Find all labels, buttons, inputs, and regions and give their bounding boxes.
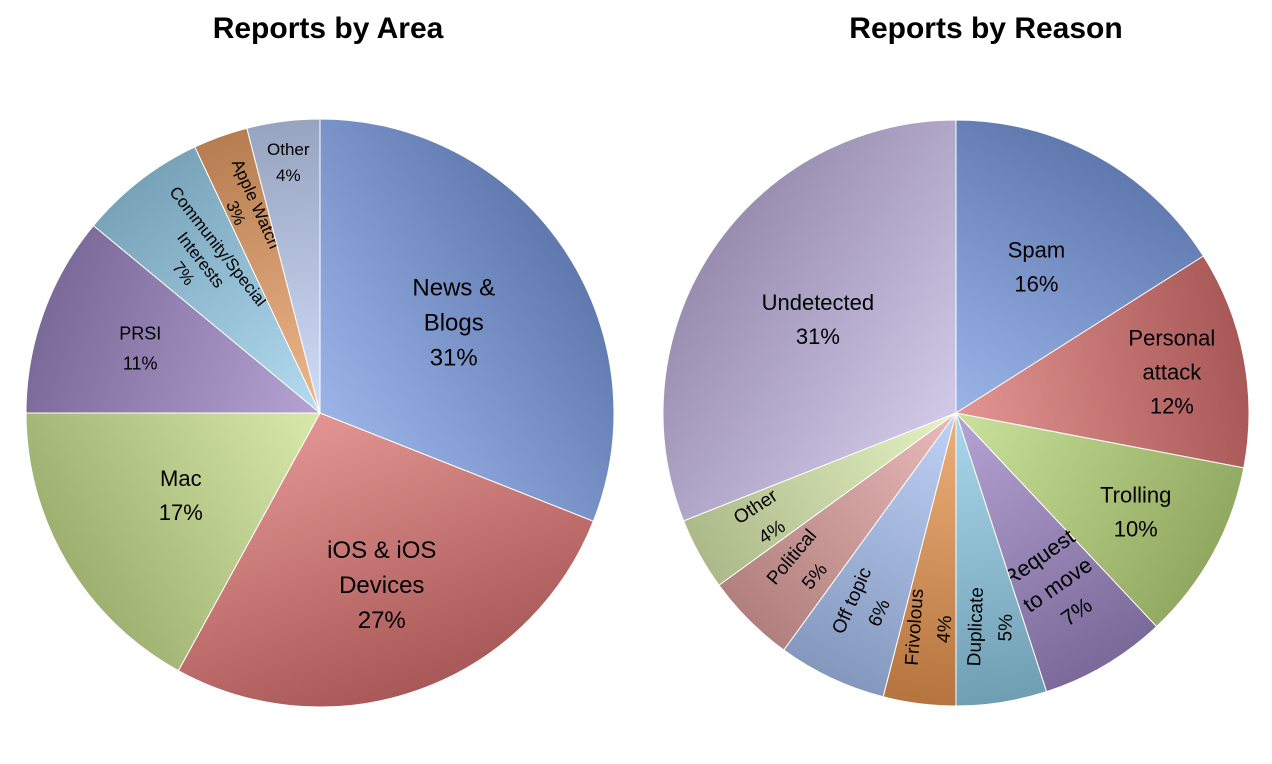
slice-label-news-blogs: News & Blogs 31%: [412, 275, 495, 372]
reason-chart-title: Reports by Reason: [849, 12, 1123, 45]
slice-label-line: 31%: [430, 345, 478, 372]
slice-label-line: iOS & iOS: [327, 537, 436, 564]
pie-slice-prsi: [25, 224, 322, 414]
slice-label-line: Mac: [160, 466, 202, 491]
slice-label-mac: Mac 17%: [159, 466, 203, 525]
slice-label-line: 17%: [159, 500, 203, 525]
pie-slice-ios-ios-devices: [177, 412, 595, 708]
area-chart-title: Reports by Area: [212, 12, 444, 45]
slice-label-line: PRSI: [119, 324, 161, 344]
slice-label-ios-ios-devices: iOS & iOS Devices 27%: [327, 537, 436, 634]
slice-label-line: 11%: [123, 354, 158, 374]
slice-label-line: Blogs: [424, 310, 484, 337]
pie-slice-other: [246, 118, 321, 414]
pie-slice-news-blogs: [319, 118, 615, 522]
slice-label-line: 4%: [276, 166, 301, 185]
slice-label-line: Other: [267, 140, 310, 159]
slice-label-line: News &: [412, 275, 495, 302]
slice-label-other: Other 4%: [267, 140, 310, 185]
pie-slice-mac: [25, 412, 321, 672]
pie-slice-community-special-interests: [92, 146, 321, 414]
slice-label-prsi: PRSI 11%: [119, 324, 161, 374]
slice-label-line: Devices: [339, 572, 424, 599]
slice-label-line: 27%: [358, 607, 406, 634]
